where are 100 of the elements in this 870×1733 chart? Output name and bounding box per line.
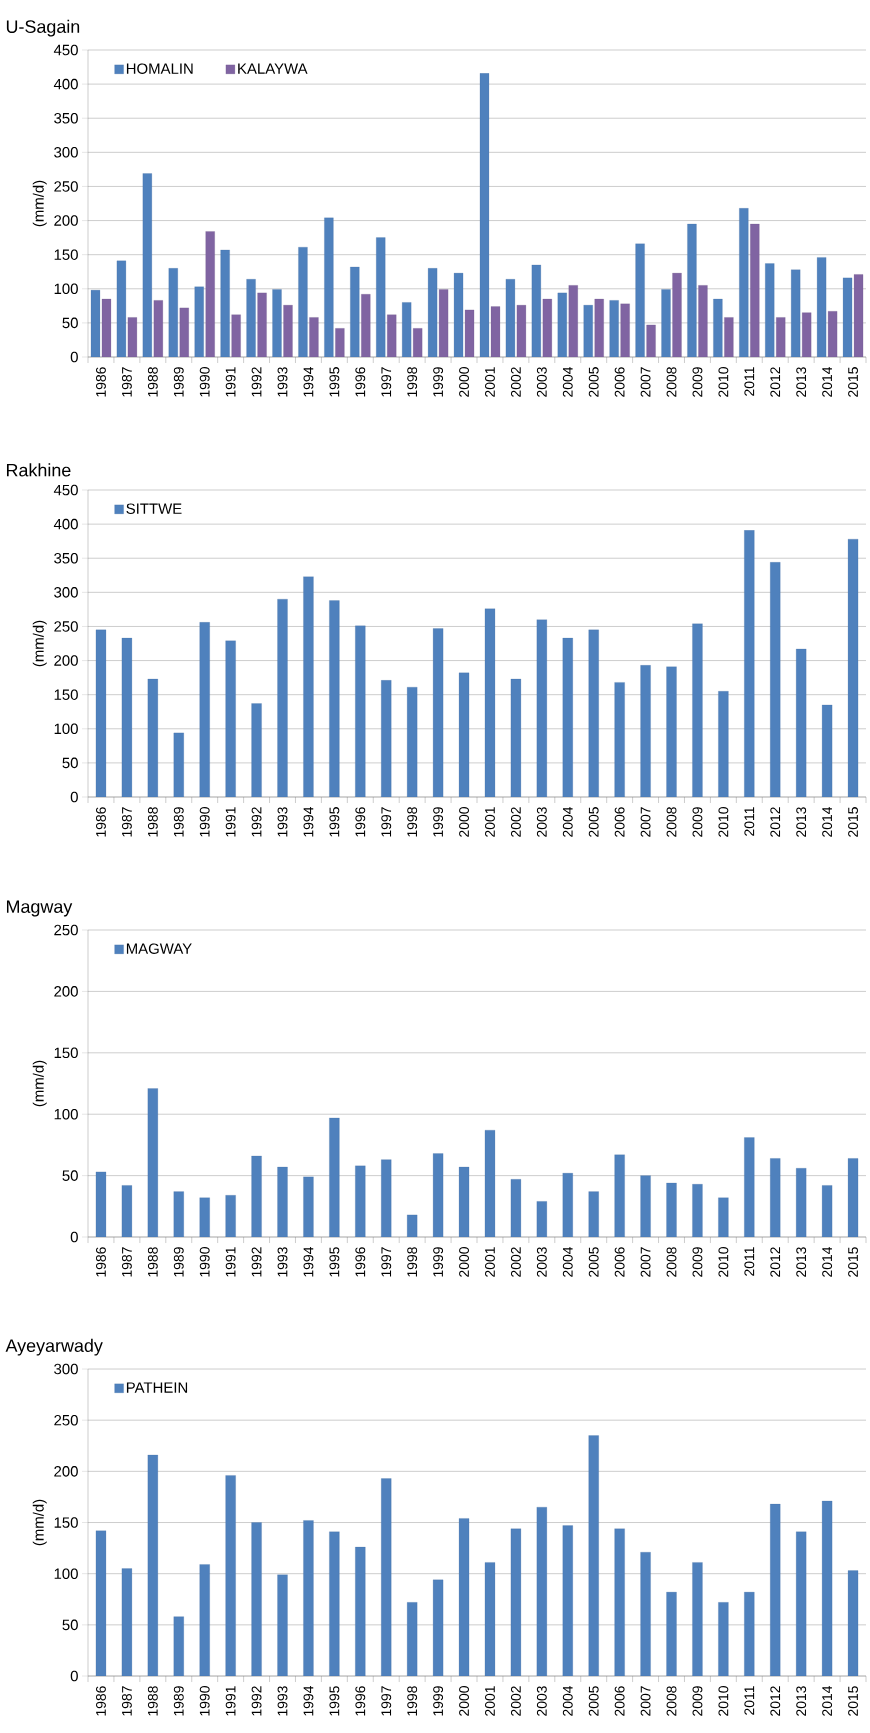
x-tick-label: 1988 bbox=[147, 1686, 158, 1716]
bar bbox=[484, 1130, 496, 1238]
bar bbox=[147, 1454, 158, 1677]
bar bbox=[116, 260, 126, 357]
x-tick-label: 2013 bbox=[796, 807, 807, 837]
x-tick-label: 2002 bbox=[510, 807, 521, 837]
y-tick-label: 100 bbox=[54, 1568, 78, 1579]
bar bbox=[355, 625, 366, 798]
y-tick-label: 150 bbox=[54, 1047, 78, 1059]
bar bbox=[744, 530, 755, 798]
x-tick-label: 1986 bbox=[96, 807, 106, 837]
bar bbox=[739, 208, 749, 357]
y-tick-label: 150 bbox=[54, 249, 78, 260]
x-tick-label: 1993 bbox=[277, 1247, 288, 1277]
x-tick-label: 2015 bbox=[848, 367, 858, 397]
x-tick-label: 2008 bbox=[666, 367, 677, 397]
bar bbox=[770, 1158, 781, 1238]
y-tick-label: 250 bbox=[54, 181, 78, 192]
x-tick-label: 1992 bbox=[251, 1686, 262, 1716]
bar bbox=[588, 1435, 599, 1677]
x-tick-label: 1994 bbox=[303, 806, 314, 837]
y-tick-label: 200 bbox=[54, 215, 78, 226]
x-tick-label: 1989 bbox=[173, 1247, 184, 1277]
bar bbox=[796, 1531, 807, 1677]
bar bbox=[121, 1568, 132, 1677]
x-tick-label: 1992 bbox=[251, 807, 262, 837]
x-tick-label: 2007 bbox=[640, 807, 651, 837]
bar bbox=[173, 732, 184, 798]
y-tick-label: 50 bbox=[62, 1170, 78, 1181]
bar bbox=[335, 328, 345, 357]
bar bbox=[407, 1602, 418, 1677]
bar bbox=[698, 285, 708, 357]
y-tick-label: 0 bbox=[70, 1670, 78, 1682]
bar bbox=[381, 1159, 392, 1238]
x-tick-label: 2013 bbox=[796, 1247, 807, 1277]
bar bbox=[147, 678, 158, 798]
bar bbox=[225, 640, 236, 798]
bar bbox=[847, 1158, 859, 1238]
bar bbox=[458, 1518, 470, 1677]
bar bbox=[822, 704, 833, 798]
x-tick-label: 2001 bbox=[485, 1247, 495, 1277]
x-tick-label: 2000 bbox=[459, 1247, 469, 1277]
bar bbox=[205, 231, 215, 357]
x-tick-label: 1993 bbox=[277, 1686, 288, 1716]
x-tick-label: 2014 bbox=[822, 806, 833, 837]
x-tick-label: 2005 bbox=[588, 1247, 599, 1277]
bar bbox=[516, 305, 526, 357]
x-tick-label: 1998 bbox=[407, 367, 418, 397]
bar bbox=[620, 303, 630, 357]
x-tick-label: 2011 bbox=[744, 807, 755, 836]
bar bbox=[724, 317, 734, 357]
chart-title: U-Sagain bbox=[6, 19, 80, 37]
x-tick-label: 1996 bbox=[355, 367, 366, 397]
x-tick-label: 2004 bbox=[562, 1685, 573, 1716]
x-tick-label: 1989 bbox=[173, 807, 184, 837]
bar bbox=[614, 682, 625, 798]
y-tick-label: 350 bbox=[54, 112, 78, 124]
x-tick-label: 1996 bbox=[355, 1247, 366, 1277]
bar bbox=[531, 264, 541, 357]
x-tick-label: 2015 bbox=[848, 1686, 858, 1716]
bar bbox=[433, 1153, 444, 1238]
bar bbox=[853, 274, 864, 357]
bar bbox=[713, 298, 723, 357]
bar bbox=[142, 173, 152, 357]
y-tick-label: 250 bbox=[54, 1414, 78, 1426]
bar bbox=[588, 1191, 599, 1238]
bar bbox=[173, 1616, 184, 1677]
bar bbox=[95, 1171, 107, 1238]
bar bbox=[309, 317, 319, 357]
x-tick-label: 2000 bbox=[459, 807, 469, 837]
bar bbox=[101, 298, 112, 357]
x-tick-label: 1988 bbox=[147, 367, 158, 397]
bar bbox=[672, 272, 682, 357]
y-axis-title: (mm/d) bbox=[32, 1499, 47, 1546]
x-tick-label: 1994 bbox=[303, 366, 314, 397]
x-tick-label: 2011 bbox=[744, 1247, 755, 1276]
bar bbox=[562, 1173, 573, 1238]
bar bbox=[770, 562, 781, 798]
chart-title: Magway bbox=[6, 900, 73, 917]
bar bbox=[428, 268, 438, 357]
bar bbox=[277, 599, 288, 798]
y-tick-label: 400 bbox=[53, 518, 78, 530]
y-tick-label: 200 bbox=[54, 986, 78, 997]
bar bbox=[847, 539, 859, 798]
bar bbox=[484, 1562, 496, 1677]
bar bbox=[666, 1182, 677, 1238]
x-tick-label: 1996 bbox=[355, 807, 366, 837]
x-tick-label: 2012 bbox=[770, 807, 781, 837]
bar bbox=[199, 1197, 210, 1238]
y-tick-label: 100 bbox=[54, 1108, 78, 1120]
y-axis-title: (mm/d) bbox=[32, 180, 47, 227]
x-tick-label: 2006 bbox=[614, 367, 625, 397]
bar bbox=[802, 312, 812, 357]
y-tick-label: 250 bbox=[54, 621, 78, 632]
bar bbox=[484, 608, 496, 798]
x-tick-label: 2006 bbox=[614, 807, 625, 837]
bar bbox=[251, 703, 262, 798]
bar bbox=[828, 311, 838, 357]
bar bbox=[220, 249, 230, 357]
x-tick-label: 1989 bbox=[173, 1686, 184, 1716]
